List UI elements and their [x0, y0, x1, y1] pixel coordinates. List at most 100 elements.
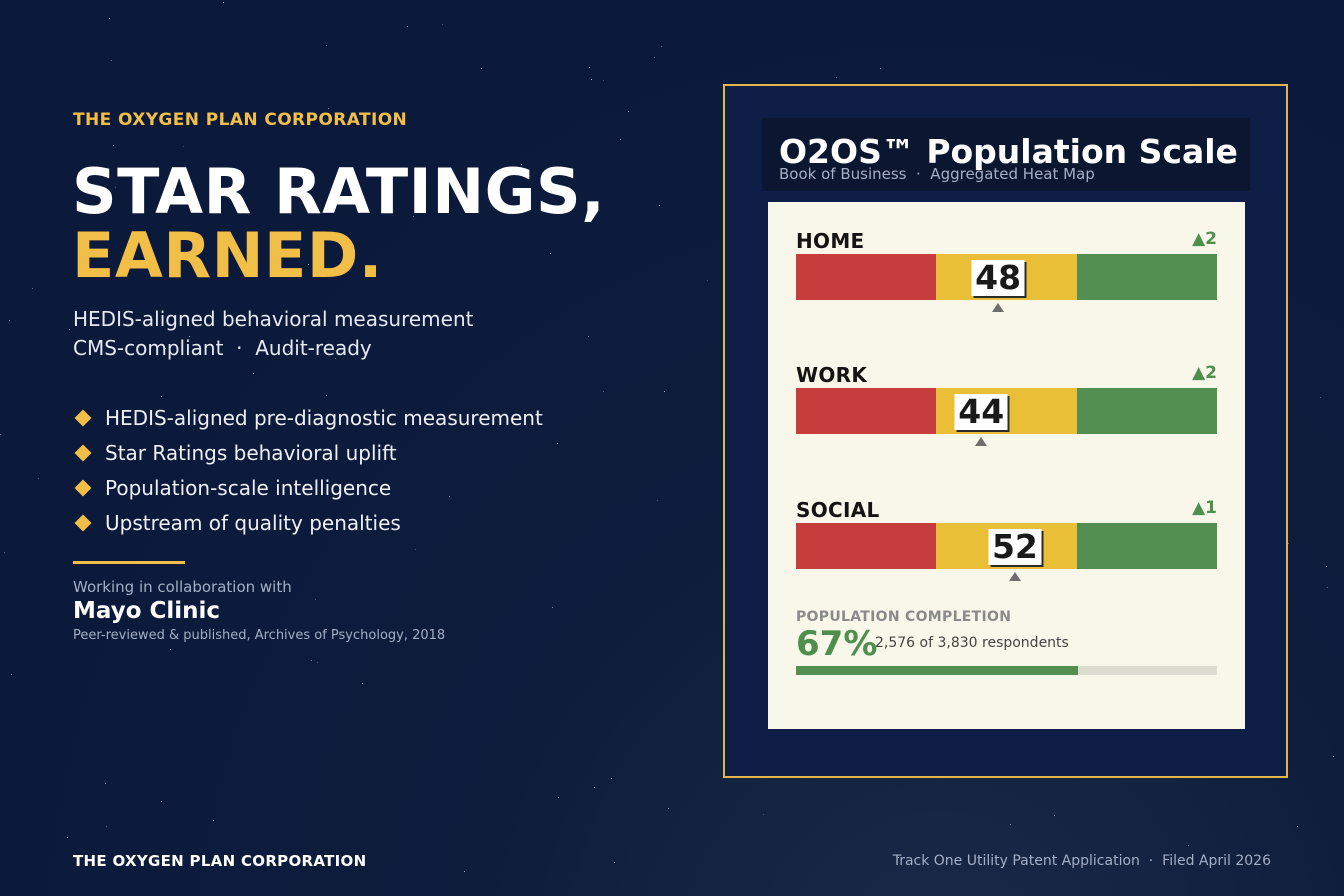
collaborator-name: Mayo Clinic — [73, 598, 221, 624]
star-dot — [589, 67, 590, 68]
star-dot — [654, 57, 655, 58]
headline-line-1: STAR RATINGS, — [72, 155, 606, 228]
collaboration-label: Working in collaboration with — [73, 578, 292, 596]
star-dot — [69, 329, 70, 330]
star-dot — [109, 18, 110, 19]
panel-subtitle: Book of Business · Aggregated Heat Map — [779, 165, 1095, 183]
star-dot — [552, 607, 553, 608]
population-scale-panel: O2OS™ Population Scale Book of Business … — [723, 84, 1288, 778]
diamond-bullet-icon — [74, 514, 92, 531]
star-dot — [1297, 826, 1298, 827]
subtitle: HEDIS-aligned behavioral measurement CMS… — [73, 305, 473, 363]
star-dot — [11, 674, 12, 675]
star-dot — [558, 797, 559, 798]
star-dot — [253, 373, 254, 374]
footer-company: THE OXYGEN PLAN CORPORATION — [73, 852, 367, 870]
star-dot — [763, 814, 764, 815]
value-marker-icon — [1008, 572, 1021, 581]
star-dot — [707, 280, 708, 281]
star-dot — [326, 395, 327, 396]
feature-item: Star Ratings behavioral uplift — [73, 435, 543, 470]
star-dot — [1327, 587, 1328, 588]
star-dot — [362, 683, 363, 684]
star-dot — [603, 80, 604, 81]
star-dot — [67, 837, 68, 838]
star-dot — [326, 45, 327, 46]
star-dot — [38, 478, 39, 479]
section-divider — [73, 561, 185, 564]
heat-map-card: HOME ▲2 48 WORK ▲2 44 SOCIAL ▲1 — [768, 202, 1245, 729]
panel-header: O2OS™ Population Scale Book of Business … — [762, 118, 1250, 191]
star-dot — [657, 500, 658, 501]
feature-list: HEDIS-aligned pre-diagnostic measurement… — [73, 400, 543, 540]
value-marker-icon — [975, 437, 988, 446]
metric-label: WORK — [796, 363, 868, 387]
star-dot — [659, 205, 660, 206]
scale-segment-red — [796, 523, 937, 569]
star-dot — [170, 649, 171, 650]
metric-social: SOCIAL ▲1 52 — [796, 498, 1217, 581]
star-dot — [664, 391, 665, 392]
completion-progress-fill — [796, 666, 1079, 675]
diamond-bullet-icon — [74, 409, 92, 426]
metric-delta: ▲1 — [1192, 498, 1217, 518]
star-dot — [614, 862, 615, 863]
star-dot — [591, 79, 592, 80]
star-dot — [328, 108, 329, 109]
star-dot — [32, 288, 33, 289]
star-dot — [161, 396, 162, 397]
value-marker-icon — [992, 303, 1005, 312]
feature-item: Population-scale intelligence — [73, 470, 543, 505]
respondent-count: 2,576 of 3,830 respondents — [875, 635, 1069, 651]
star-dot — [1320, 397, 1321, 398]
metric-home: HOME ▲2 48 — [796, 229, 1217, 312]
star-dot — [611, 778, 612, 779]
star-dot — [588, 336, 589, 337]
star-dot — [4, 552, 5, 553]
metric-value: 48 — [971, 260, 1025, 296]
star-dot — [594, 787, 595, 788]
star-dot — [1010, 824, 1011, 825]
star-dot — [0, 434, 1, 435]
star-dot — [1326, 566, 1327, 567]
star-dot — [481, 68, 482, 69]
star-dot — [557, 443, 558, 444]
star-dot — [113, 145, 114, 146]
footer-patent-note: Track One Utility Patent Application · F… — [892, 853, 1271, 869]
population-completion-percent: 67% — [796, 624, 878, 664]
star-dot — [880, 68, 881, 69]
star-dot — [111, 60, 112, 61]
star-dot — [223, 2, 224, 3]
feature-item: HEDIS-aligned pre-diagnostic measurement — [73, 400, 543, 435]
star-dot — [603, 391, 604, 392]
company-label: THE OXYGEN PLAN CORPORATION — [73, 110, 408, 130]
metric-delta: ▲2 — [1192, 363, 1217, 383]
star-dot — [415, 549, 416, 550]
feature-text: Population-scale intelligence — [105, 475, 392, 500]
publication-note: Peer-reviewed & published, Archives of P… — [73, 628, 446, 643]
star-dot — [620, 139, 621, 140]
metric-delta: ▲2 — [1192, 229, 1217, 249]
star-dot — [1288, 543, 1289, 544]
star-dot — [836, 77, 837, 78]
scale-segment-red — [796, 388, 937, 434]
star-dot — [9, 320, 10, 321]
star-dot — [442, 24, 443, 25]
scale-segment-green — [1076, 388, 1217, 434]
star-dot — [161, 801, 162, 802]
metric-label: HOME — [796, 229, 865, 253]
star-dot — [407, 26, 408, 27]
panel-title: O2OS™ Population Scale — [779, 132, 1238, 171]
diamond-bullet-icon — [74, 479, 92, 496]
population-completion-label: POPULATION COMPLETION — [796, 609, 1012, 625]
scale-segment-red — [796, 254, 937, 300]
star-dot — [464, 871, 465, 872]
feature-item: Upstream of quality penalties — [73, 505, 543, 540]
star-dot — [628, 111, 629, 112]
scale-segment-green — [1076, 523, 1217, 569]
metric-label: SOCIAL — [796, 498, 880, 522]
star-dot — [311, 660, 312, 661]
subtitle-line-2: CMS-compliant · Audit-ready — [73, 336, 372, 360]
star-dot — [668, 808, 669, 809]
star-dot — [317, 662, 318, 663]
